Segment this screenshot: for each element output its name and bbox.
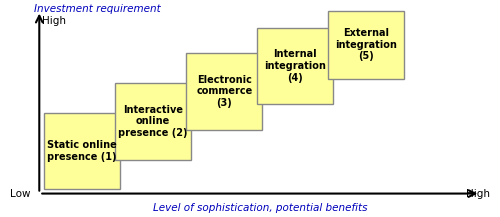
FancyBboxPatch shape xyxy=(44,113,120,189)
FancyBboxPatch shape xyxy=(186,53,262,130)
Text: High: High xyxy=(466,189,490,199)
Text: External
integration
(5): External integration (5) xyxy=(336,28,398,61)
Text: Low: Low xyxy=(10,189,30,199)
Text: Level of sophistication, potential benefits: Level of sophistication, potential benef… xyxy=(152,203,367,213)
Text: Interactive
online
presence (2): Interactive online presence (2) xyxy=(118,105,188,138)
Text: Internal
integration
(4): Internal integration (4) xyxy=(264,49,326,82)
Text: Static online
presence (1): Static online presence (1) xyxy=(48,140,117,162)
Text: Electronic
commerce
(3): Electronic commerce (3) xyxy=(196,75,252,108)
Text: High: High xyxy=(42,16,66,26)
Text: Investment requirement: Investment requirement xyxy=(34,4,161,14)
FancyBboxPatch shape xyxy=(258,28,334,104)
FancyBboxPatch shape xyxy=(115,83,191,159)
FancyBboxPatch shape xyxy=(328,11,404,79)
